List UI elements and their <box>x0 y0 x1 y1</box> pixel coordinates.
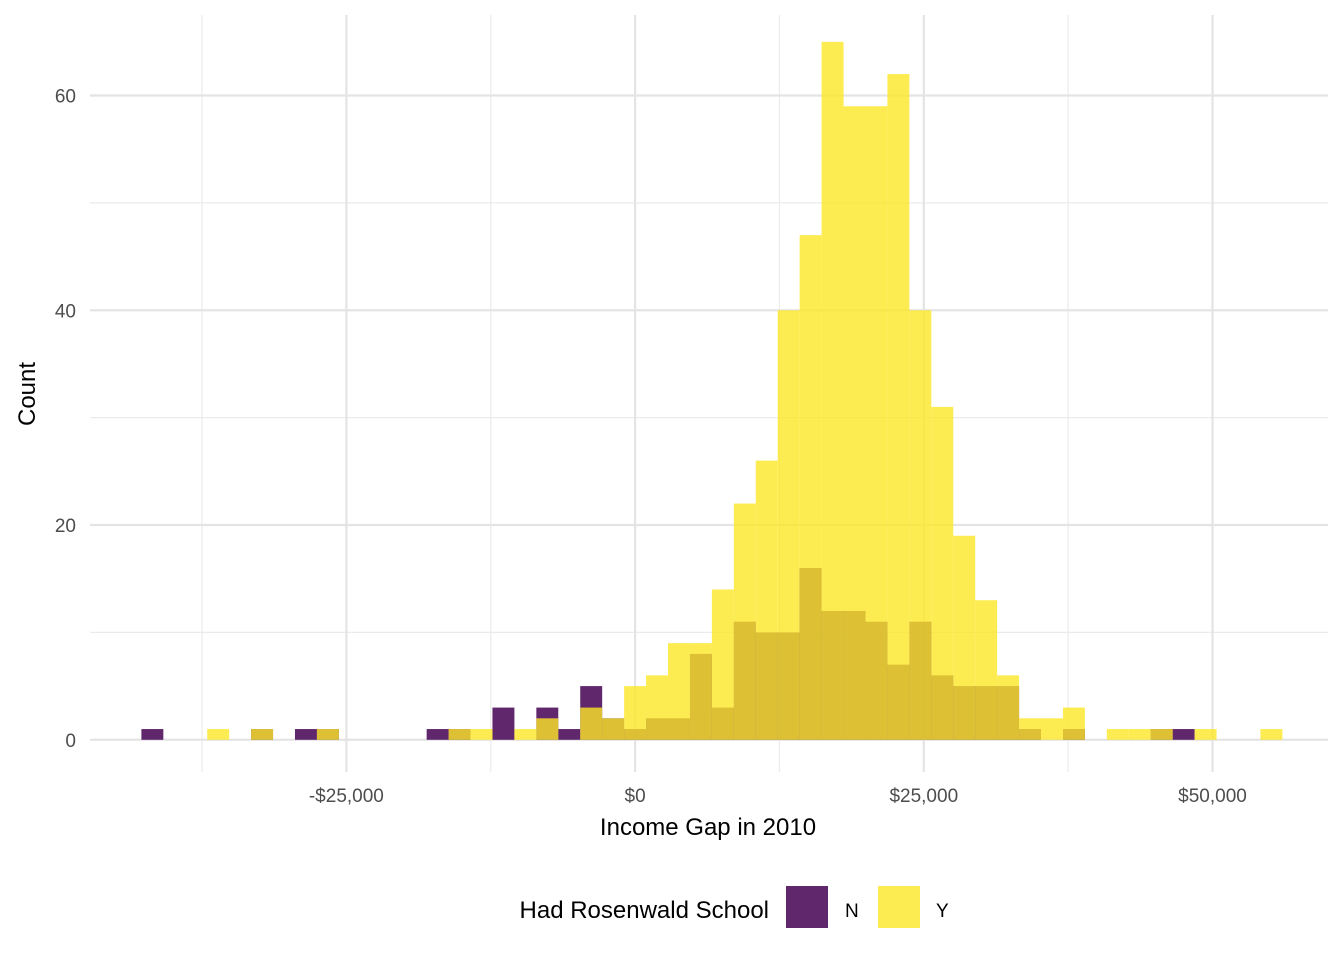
histogram-bar-y <box>668 643 690 740</box>
histogram-bar-y <box>689 643 712 740</box>
histogram-bar-y <box>251 729 274 740</box>
histogram-bar-y <box>624 686 647 740</box>
legend-label-n: N <box>845 901 859 922</box>
histogram-bar-y <box>470 729 493 740</box>
histogram-bar-y <box>975 600 998 740</box>
legend-swatch-n <box>786 886 828 928</box>
histogram-bar-y <box>843 106 866 740</box>
minor-gridlines <box>90 15 1328 772</box>
y-tick-label: 40 <box>55 301 76 322</box>
histogram-bar-y <box>316 729 339 740</box>
histogram-bar-n <box>492 707 515 740</box>
histogram-bar-y <box>580 707 603 740</box>
histogram-bar-y <box>1128 729 1151 740</box>
histogram-bar-y <box>1041 718 1063 740</box>
histogram-bar-y <box>536 718 559 740</box>
histogram-bar-y <box>799 235 822 740</box>
histogram-bar-y <box>646 675 669 740</box>
histogram-bar-y <box>865 106 888 740</box>
bars-series-y <box>207 41 1283 740</box>
histogram-bar-n <box>141 729 164 740</box>
x-axis-tick-labels: -$25,000 $0 $25,000 $50,000 <box>309 786 1247 807</box>
histogram-bar-y <box>777 310 800 740</box>
histogram-bar-n <box>558 729 581 740</box>
histogram-bar-y <box>755 460 778 740</box>
y-tick-label: 0 <box>65 731 76 752</box>
histogram-bar-n <box>426 729 449 740</box>
histogram-bar-n <box>294 729 317 740</box>
histogram-bar-y <box>909 310 932 740</box>
histogram-bar-y <box>1260 729 1283 740</box>
histogram-bar-y <box>953 535 976 740</box>
histogram-bar-y <box>207 729 230 740</box>
y-axis-tick-labels: 0 20 40 60 <box>55 87 76 752</box>
histogram-bar-y <box>514 729 537 740</box>
histogram-bar-y <box>821 41 844 740</box>
x-tick-label: -$25,000 <box>309 786 384 807</box>
histogram-bar-y <box>1106 729 1129 740</box>
histogram-bar-y <box>602 718 625 740</box>
x-tick-label: $25,000 <box>889 786 958 807</box>
x-tick-label: $0 <box>625 786 646 807</box>
histogram-bar-y <box>1194 729 1217 740</box>
legend: Had Rosenwald School N Y <box>520 886 949 928</box>
legend-swatch-y <box>878 886 920 928</box>
legend-label-y: Y <box>936 901 949 922</box>
histogram-bar-n <box>1172 729 1195 740</box>
histogram-bar-y <box>997 675 1020 740</box>
x-tick-label: $50,000 <box>1178 786 1247 807</box>
histogram-bar-y <box>1150 729 1173 740</box>
histogram-bar-y <box>931 406 954 740</box>
y-axis-title: Count <box>14 362 41 426</box>
histogram-bar-y <box>887 74 910 740</box>
histogram-bar-y <box>448 729 471 740</box>
histogram-bar-y <box>711 589 734 740</box>
y-tick-label: 20 <box>55 516 76 537</box>
histogram-bar-y <box>733 503 756 740</box>
legend-title: Had Rosenwald School <box>520 897 769 924</box>
histogram-bar-y <box>1019 718 1042 740</box>
y-tick-label: 60 <box>55 87 76 108</box>
histogram-bar-y <box>1062 707 1085 740</box>
x-axis-title: Income Gap in 2010 <box>600 814 816 841</box>
